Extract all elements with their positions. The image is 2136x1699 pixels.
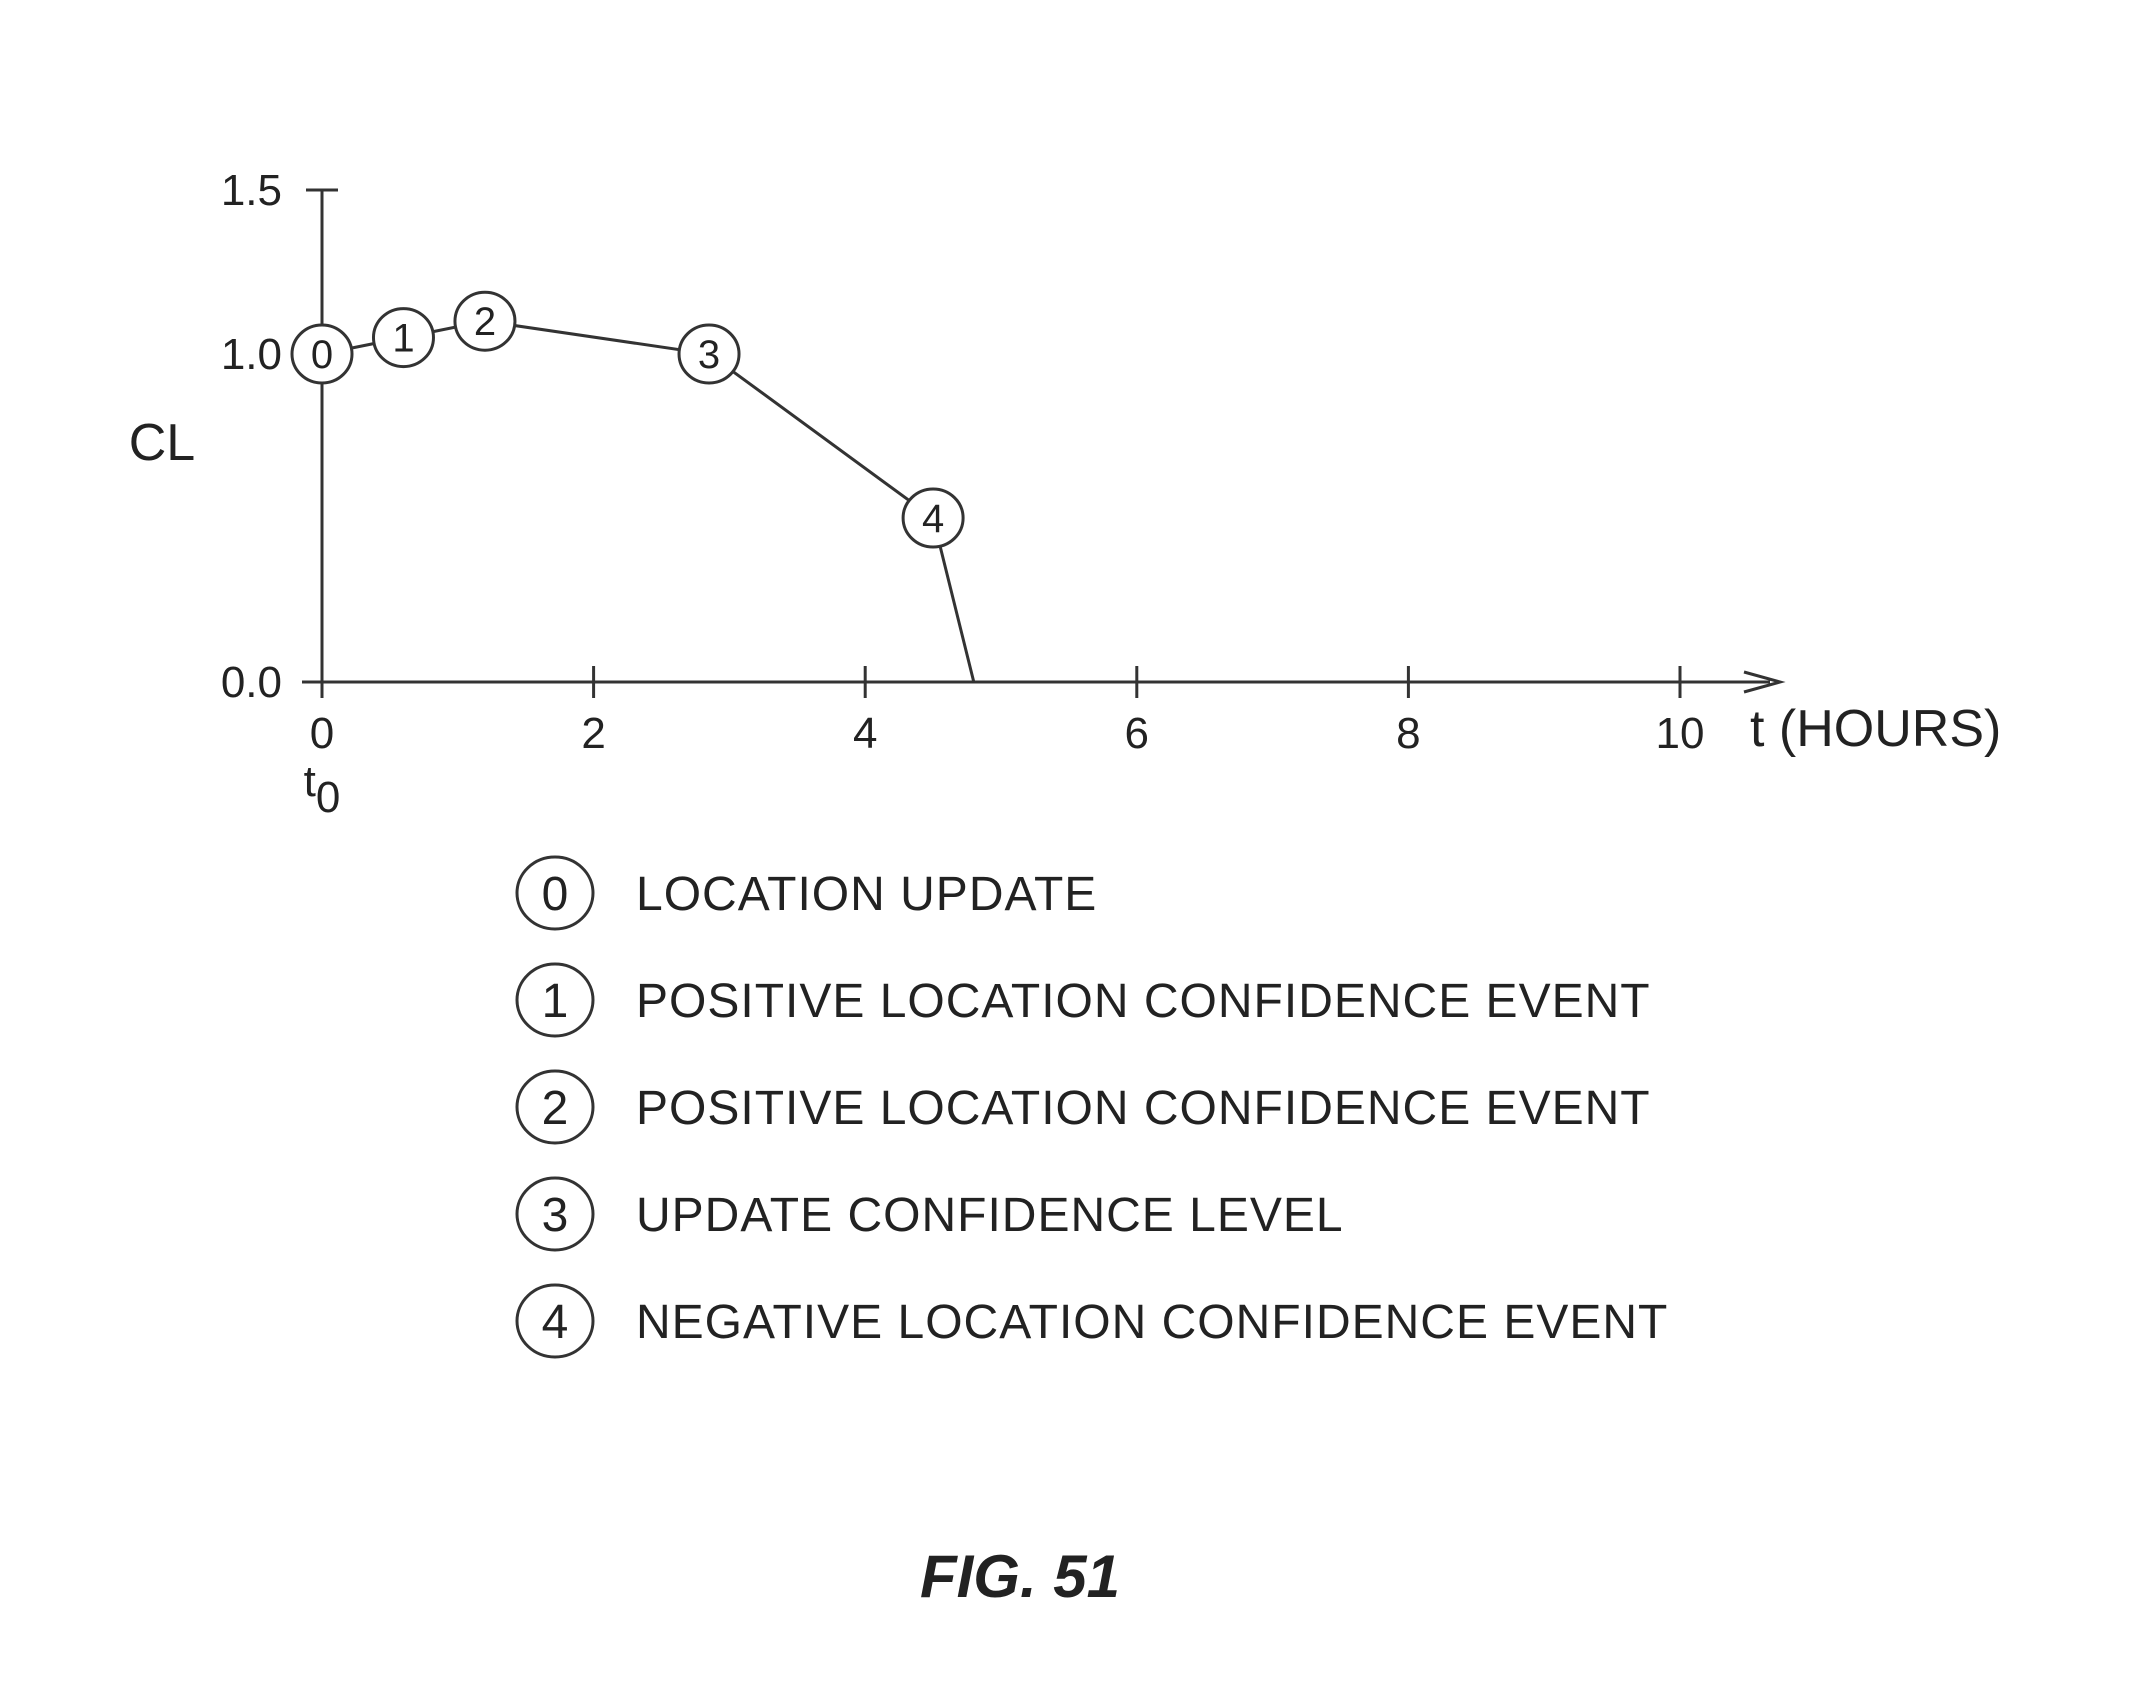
ticks: 0246810t00.01.01.5CLt (HOURS)	[129, 166, 2002, 822]
y-axis-label: CL	[129, 414, 195, 472]
x-tick-label: 0	[310, 709, 334, 758]
y-tick-label: 0.0	[221, 658, 282, 707]
y-tick-label: 1.5	[221, 166, 282, 215]
legend-marker-label: 0	[542, 868, 569, 921]
legend-text: POSITIVE LOCATION CONFIDENCE EVENT	[636, 975, 1651, 1028]
x-tick-label: 2	[581, 709, 605, 758]
event-marker-label: 4	[922, 497, 944, 541]
legend-item: 0 LOCATION UPDATE	[517, 857, 1097, 929]
legend-text: UPDATE CONFIDENCE LEVEL	[636, 1189, 1344, 1242]
x-tick-label: 4	[853, 709, 877, 758]
event-marker: 4	[903, 489, 963, 547]
x-tick-label: 10	[1656, 709, 1705, 758]
x-tick-label: 6	[1125, 709, 1149, 758]
series-line	[322, 321, 974, 682]
event-marker: 1	[373, 309, 433, 367]
legend-marker-label: 2	[542, 1082, 569, 1135]
x-axis-label: t (HOURS)	[1750, 700, 2001, 758]
event-marker-label: 2	[474, 300, 496, 344]
legend-marker-label: 4	[542, 1296, 569, 1349]
legend-text: NEGATIVE LOCATION CONFIDENCE EVENT	[636, 1296, 1668, 1349]
y-tick-label: 1.0	[221, 330, 282, 379]
legend-marker-label: 3	[542, 1189, 569, 1242]
legend-marker-label: 1	[542, 975, 569, 1028]
event-marker: 3	[679, 325, 739, 383]
figure-label: FIG. 51	[920, 1543, 1120, 1610]
event-marker: 2	[455, 292, 515, 350]
origin-label: t0	[304, 757, 341, 822]
legend-text: POSITIVE LOCATION CONFIDENCE EVENT	[636, 1082, 1651, 1135]
legend-item: 2 POSITIVE LOCATION CONFIDENCE EVENT	[517, 1071, 1651, 1143]
x-tick-label: 8	[1396, 709, 1420, 758]
event-marker-label: 1	[392, 317, 414, 361]
legend-item: 1 POSITIVE LOCATION CONFIDENCE EVENT	[517, 964, 1651, 1036]
legend: 0 LOCATION UPDATE 1 POSITIVE LOCATION CONFI…	[517, 857, 1668, 1357]
legend-text: LOCATION UPDATE	[636, 868, 1097, 921]
legend-item: 3 UPDATE CONFIDENCE LEVEL	[517, 1178, 1344, 1250]
legend-item: 4 NEGATIVE LOCATION CONFIDENCE EVENT	[517, 1285, 1668, 1357]
axes	[302, 190, 1780, 692]
event-marker-label: 0	[311, 333, 333, 377]
event-marker-label: 3	[698, 333, 720, 377]
plot-area: 0 1 2 3 4	[292, 292, 974, 682]
event-marker: 0	[292, 325, 352, 383]
